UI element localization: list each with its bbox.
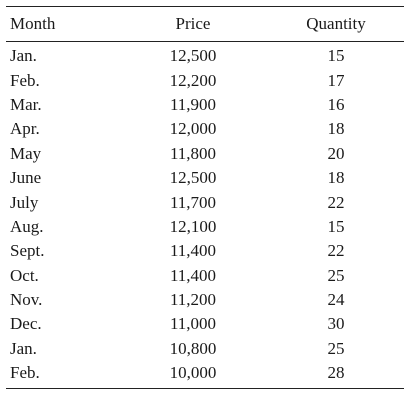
table-row: Dec. 11,000 30 (6, 312, 404, 336)
month-cell: Apr. (10, 119, 40, 139)
table-row: Feb. 12,200 17 (6, 68, 404, 92)
price-cell: 11,200 (169, 290, 217, 310)
month-cell: May (10, 143, 42, 163)
price-cell: 12,200 (169, 70, 217, 90)
price-cell: 12,500 (169, 168, 217, 188)
quantity-cell: 25 (327, 265, 345, 285)
quantity-cell: 18 (327, 119, 345, 139)
table-row: Nov. 11,200 24 (6, 288, 404, 312)
month-cell: Aug. (10, 216, 44, 236)
table-row: Mar. 11,900 16 (6, 93, 404, 117)
quantity-cell: 15 (327, 46, 345, 66)
table-row: Jan. 12,500 15 (6, 42, 404, 69)
quantity-cell: 25 (327, 338, 345, 358)
price-cell: 11,400 (169, 241, 217, 261)
price-cell: 12,000 (169, 119, 217, 139)
table-body: Jan. 12,500 15 Feb. 12,200 17 Mar. 11,900 16 Apr.… (6, 42, 404, 389)
price-cell: 11,400 (169, 265, 217, 285)
price-cell: 11,900 (169, 94, 217, 114)
table-header: Month Price Quantity (6, 6, 404, 42)
price-cell: 11,000 (169, 314, 217, 334)
table-row: Sept. 11,400 22 (6, 239, 404, 263)
month-cell: July (10, 192, 39, 212)
quantity-cell: 16 (327, 94, 345, 114)
quantity-cell: 15 (327, 216, 345, 236)
price-cell: 11,800 (169, 143, 217, 163)
table-row: May 11,800 20 (6, 142, 404, 166)
month-cell: Dec. (10, 314, 42, 334)
month-cell: Oct. (10, 265, 39, 285)
month-cell: Feb. (10, 363, 40, 383)
quantity-cell: 20 (327, 143, 345, 163)
month-cell: Jan. (10, 46, 37, 66)
price-cell: 10,000 (169, 363, 217, 383)
month-cell: Feb. (10, 70, 40, 90)
month-cell: Sept. (10, 241, 45, 261)
price-cell: 12,500 (169, 46, 217, 66)
table-row: June 12,500 18 (6, 166, 404, 190)
table-row: Apr. 12,000 18 (6, 117, 404, 141)
header-row: Month Price Quantity (6, 6, 404, 42)
price-cell: 12,100 (169, 216, 217, 236)
quantity-cell: 28 (327, 363, 345, 383)
quantity-cell: 22 (327, 192, 345, 212)
month-cell: Jan. (10, 338, 37, 358)
table-row: Jan. 10,800 25 (6, 337, 404, 361)
table-row: Aug. 12,100 15 (6, 215, 404, 239)
quantity-cell: 18 (327, 168, 345, 188)
quantity-cell: 24 (327, 290, 345, 310)
quantity-cell: 30 (327, 314, 345, 334)
quantity-column-header: Quantity (306, 14, 366, 33)
table-row: Feb. 10,000 28 (6, 361, 404, 389)
month-cell: Mar. (10, 94, 42, 114)
table-row: Oct. 11,400 25 (6, 264, 404, 288)
month-cell: June (10, 168, 42, 188)
quantity-cell: 17 (327, 70, 345, 90)
price-cell: 11,700 (169, 192, 217, 212)
price-quantity-table-container: Month Price Quantity Jan. 12,500 15 Feb. 12,… (6, 6, 404, 389)
month-cell: Nov. (10, 290, 43, 310)
price-quantity-table: Month Price Quantity Jan. 12,500 15 Feb. 12,… (6, 6, 404, 389)
table-row: July 11,700 22 (6, 190, 404, 214)
price-cell: 10,800 (169, 338, 217, 358)
month-column-header: Month (10, 14, 56, 33)
quantity-cell: 22 (327, 241, 345, 261)
price-column-header: Price (175, 14, 211, 33)
